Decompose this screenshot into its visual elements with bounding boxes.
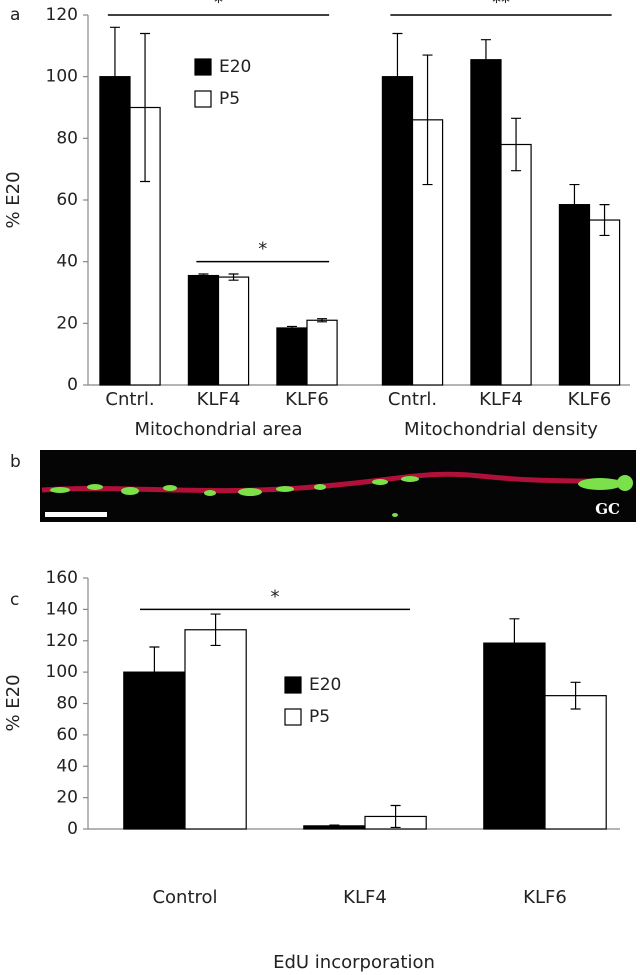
error-bar xyxy=(570,681,581,710)
x-tick-label: KLF4 xyxy=(343,887,387,908)
error-bar xyxy=(140,32,151,183)
bar xyxy=(99,76,131,386)
error-bar xyxy=(569,183,580,226)
group-label: Mitochondrial area xyxy=(134,419,302,440)
y-tick-label: 80 xyxy=(56,128,78,148)
y-tick-label: 80 xyxy=(56,694,78,714)
legend-swatch xyxy=(194,90,212,108)
bar xyxy=(588,219,621,386)
legend-swatch xyxy=(284,676,302,694)
bar xyxy=(187,274,220,386)
bar xyxy=(184,629,247,830)
x-tick-label: KLF4 xyxy=(197,389,241,410)
error-bar xyxy=(480,39,491,81)
bar xyxy=(381,76,414,386)
panel-label: a xyxy=(10,5,20,25)
y-tick-label: 100 xyxy=(46,662,78,682)
error-bar xyxy=(198,273,209,278)
panel-label: c xyxy=(10,590,19,610)
y-tick-label: 40 xyxy=(56,756,78,776)
error-bar xyxy=(317,318,328,323)
group-label: Mitochondrial density xyxy=(404,419,598,440)
error-bar xyxy=(390,804,401,829)
legend-label: E20 xyxy=(309,675,341,695)
x-tick-label: KLF6 xyxy=(523,887,567,908)
significance-label: ** xyxy=(492,0,510,13)
significance-label: * xyxy=(258,239,267,260)
y-tick-label: 160 xyxy=(46,568,78,588)
error-bar xyxy=(599,204,610,237)
legend-label: E20 xyxy=(219,57,251,77)
image-label: GC xyxy=(595,500,620,518)
error-bar xyxy=(286,325,297,331)
x-tick-label: KLF6 xyxy=(285,389,329,410)
error-bar xyxy=(228,273,239,281)
bar xyxy=(470,59,502,386)
mitochondria xyxy=(50,475,633,517)
x-axis-label: EdU incorporation xyxy=(273,952,435,973)
bar xyxy=(500,143,532,386)
error-bar xyxy=(392,32,403,121)
y-tick-label: 40 xyxy=(56,252,78,272)
x-tick-label: Cntrl. xyxy=(105,389,154,410)
y-tick-label: 20 xyxy=(56,788,78,808)
bar xyxy=(558,204,591,386)
significance-label: * xyxy=(214,0,223,13)
x-tick-label: Control xyxy=(152,887,217,908)
x-tick-label: KLF4 xyxy=(479,389,523,410)
y-tick-label: 0 xyxy=(67,375,78,395)
error-bar xyxy=(109,26,120,127)
error-bar xyxy=(210,613,221,647)
error-bar xyxy=(422,54,433,186)
legend-label: P5 xyxy=(309,707,330,727)
y-tick-label: 120 xyxy=(46,5,78,25)
y-tick-label: 20 xyxy=(56,313,78,333)
bar xyxy=(483,642,546,830)
y-tick-label: 100 xyxy=(46,67,78,87)
bar xyxy=(123,671,186,830)
y-tick-label: 60 xyxy=(56,725,78,745)
y-tick-label: 60 xyxy=(56,190,78,210)
bar xyxy=(544,695,607,830)
micrograph: GC xyxy=(40,450,636,522)
x-tick-label: Cntrl. xyxy=(388,389,437,410)
y-axis-label: % E20 xyxy=(3,674,24,731)
bar xyxy=(306,319,338,386)
scale-bar xyxy=(45,512,107,517)
error-bar xyxy=(509,618,520,669)
significance-label: * xyxy=(271,586,280,607)
y-tick-label: 120 xyxy=(46,631,78,651)
y-tick-label: 0 xyxy=(67,819,78,839)
legend-label: P5 xyxy=(219,89,240,109)
bar xyxy=(276,327,308,386)
error-bar xyxy=(511,117,522,172)
panel-label: b xyxy=(10,452,21,472)
error-bar xyxy=(149,646,160,698)
x-tick-label: KLF6 xyxy=(568,389,612,410)
y-axis-label: % E20 xyxy=(3,171,24,228)
error-bar xyxy=(329,824,340,828)
bar xyxy=(217,276,250,386)
legend-swatch xyxy=(194,58,212,76)
y-tick-label: 140 xyxy=(46,599,78,619)
legend-swatch xyxy=(284,708,302,726)
